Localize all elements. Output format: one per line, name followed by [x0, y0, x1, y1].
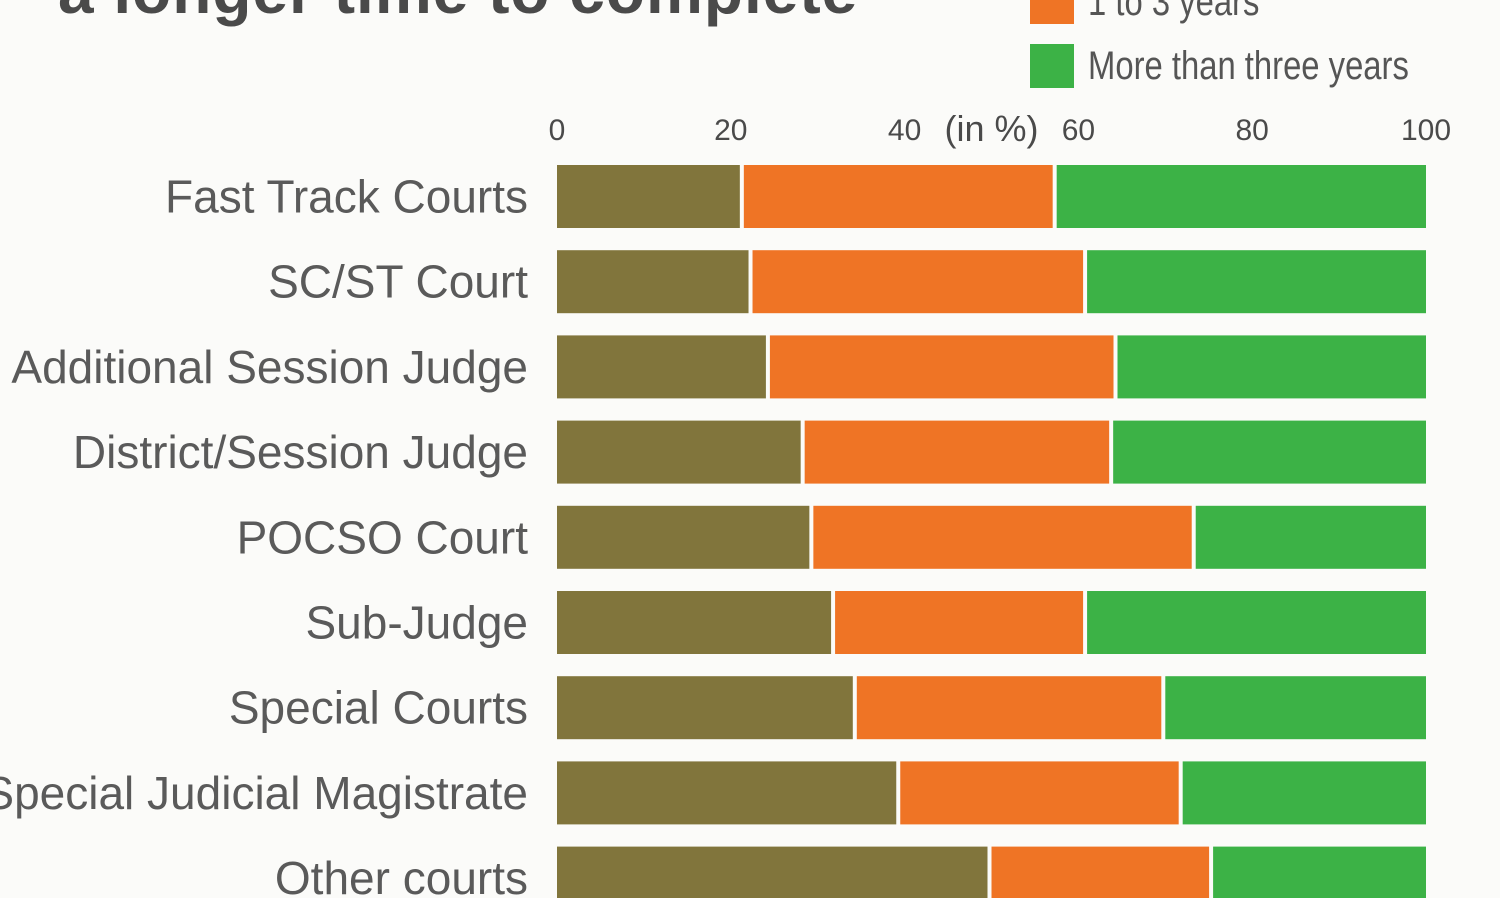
category-label: POCSO Court	[237, 511, 529, 563]
bar-segment	[557, 846, 988, 898]
bar-segment	[1195, 505, 1426, 569]
x-tick-label: 20	[714, 114, 747, 147]
bar-segment	[1113, 420, 1426, 484]
legend-label-more-than-three-years: More than three years	[1088, 43, 1409, 88]
legend-swatch-more-than-three-years	[1030, 44, 1074, 88]
bar-segment	[835, 591, 1084, 654]
bar-segment	[557, 505, 810, 569]
bar-segment	[1213, 846, 1426, 898]
bar-segment	[557, 591, 832, 654]
category-label: Fast Track Courts	[165, 171, 528, 223]
bar-segment	[557, 250, 749, 314]
x-tick-label: 60	[1062, 114, 1095, 147]
legend-label-1-to-3-years: 1 to 3 years	[1088, 0, 1260, 24]
bar-segment	[856, 676, 1162, 740]
x-tick-label: 0	[549, 114, 566, 147]
bar-segment	[557, 676, 853, 740]
bar-segment	[557, 761, 897, 825]
category-label: Special Courts	[229, 682, 528, 734]
category-label: Special Judicial Magistrate	[0, 767, 528, 819]
category-label: District/Session Judge	[73, 426, 528, 478]
x-axis-unit-label: (in %)	[944, 108, 1038, 149]
x-tick-label: 40	[888, 114, 921, 147]
bar-segment	[804, 420, 1110, 484]
category-label: Additional Session Judge	[11, 341, 528, 393]
category-label: SC/ST Court	[268, 256, 528, 308]
bar-segment	[557, 420, 801, 484]
legend-item-1-to-3-years: 1 to 3 years	[1030, 0, 1297, 24]
bar-segment	[557, 335, 766, 399]
legend-item-more-than-three-years: More than three years	[1030, 44, 1479, 88]
bar-segment	[1056, 165, 1426, 228]
x-tick-label: 80	[1236, 114, 1269, 147]
category-label: Other courts	[275, 852, 528, 898]
bar-segment	[1165, 676, 1426, 740]
bar-segment	[900, 761, 1179, 825]
bar-segment	[1182, 761, 1426, 825]
bar-segment	[557, 165, 740, 228]
bar-segment	[1117, 335, 1426, 399]
x-tick-label: 100	[1401, 114, 1451, 147]
legend-swatch-1-to-3-years	[1030, 0, 1074, 24]
category-label: Sub-Judge	[306, 597, 529, 649]
chart-title: a longer time to complete	[58, 0, 858, 28]
bar-segment	[752, 250, 1084, 314]
bar-segment	[1087, 250, 1426, 314]
bar-segment	[813, 505, 1192, 569]
bar-segment	[769, 335, 1114, 399]
bar-segment	[743, 165, 1053, 228]
bar-segment	[1087, 591, 1426, 654]
bar-segment	[991, 846, 1210, 898]
